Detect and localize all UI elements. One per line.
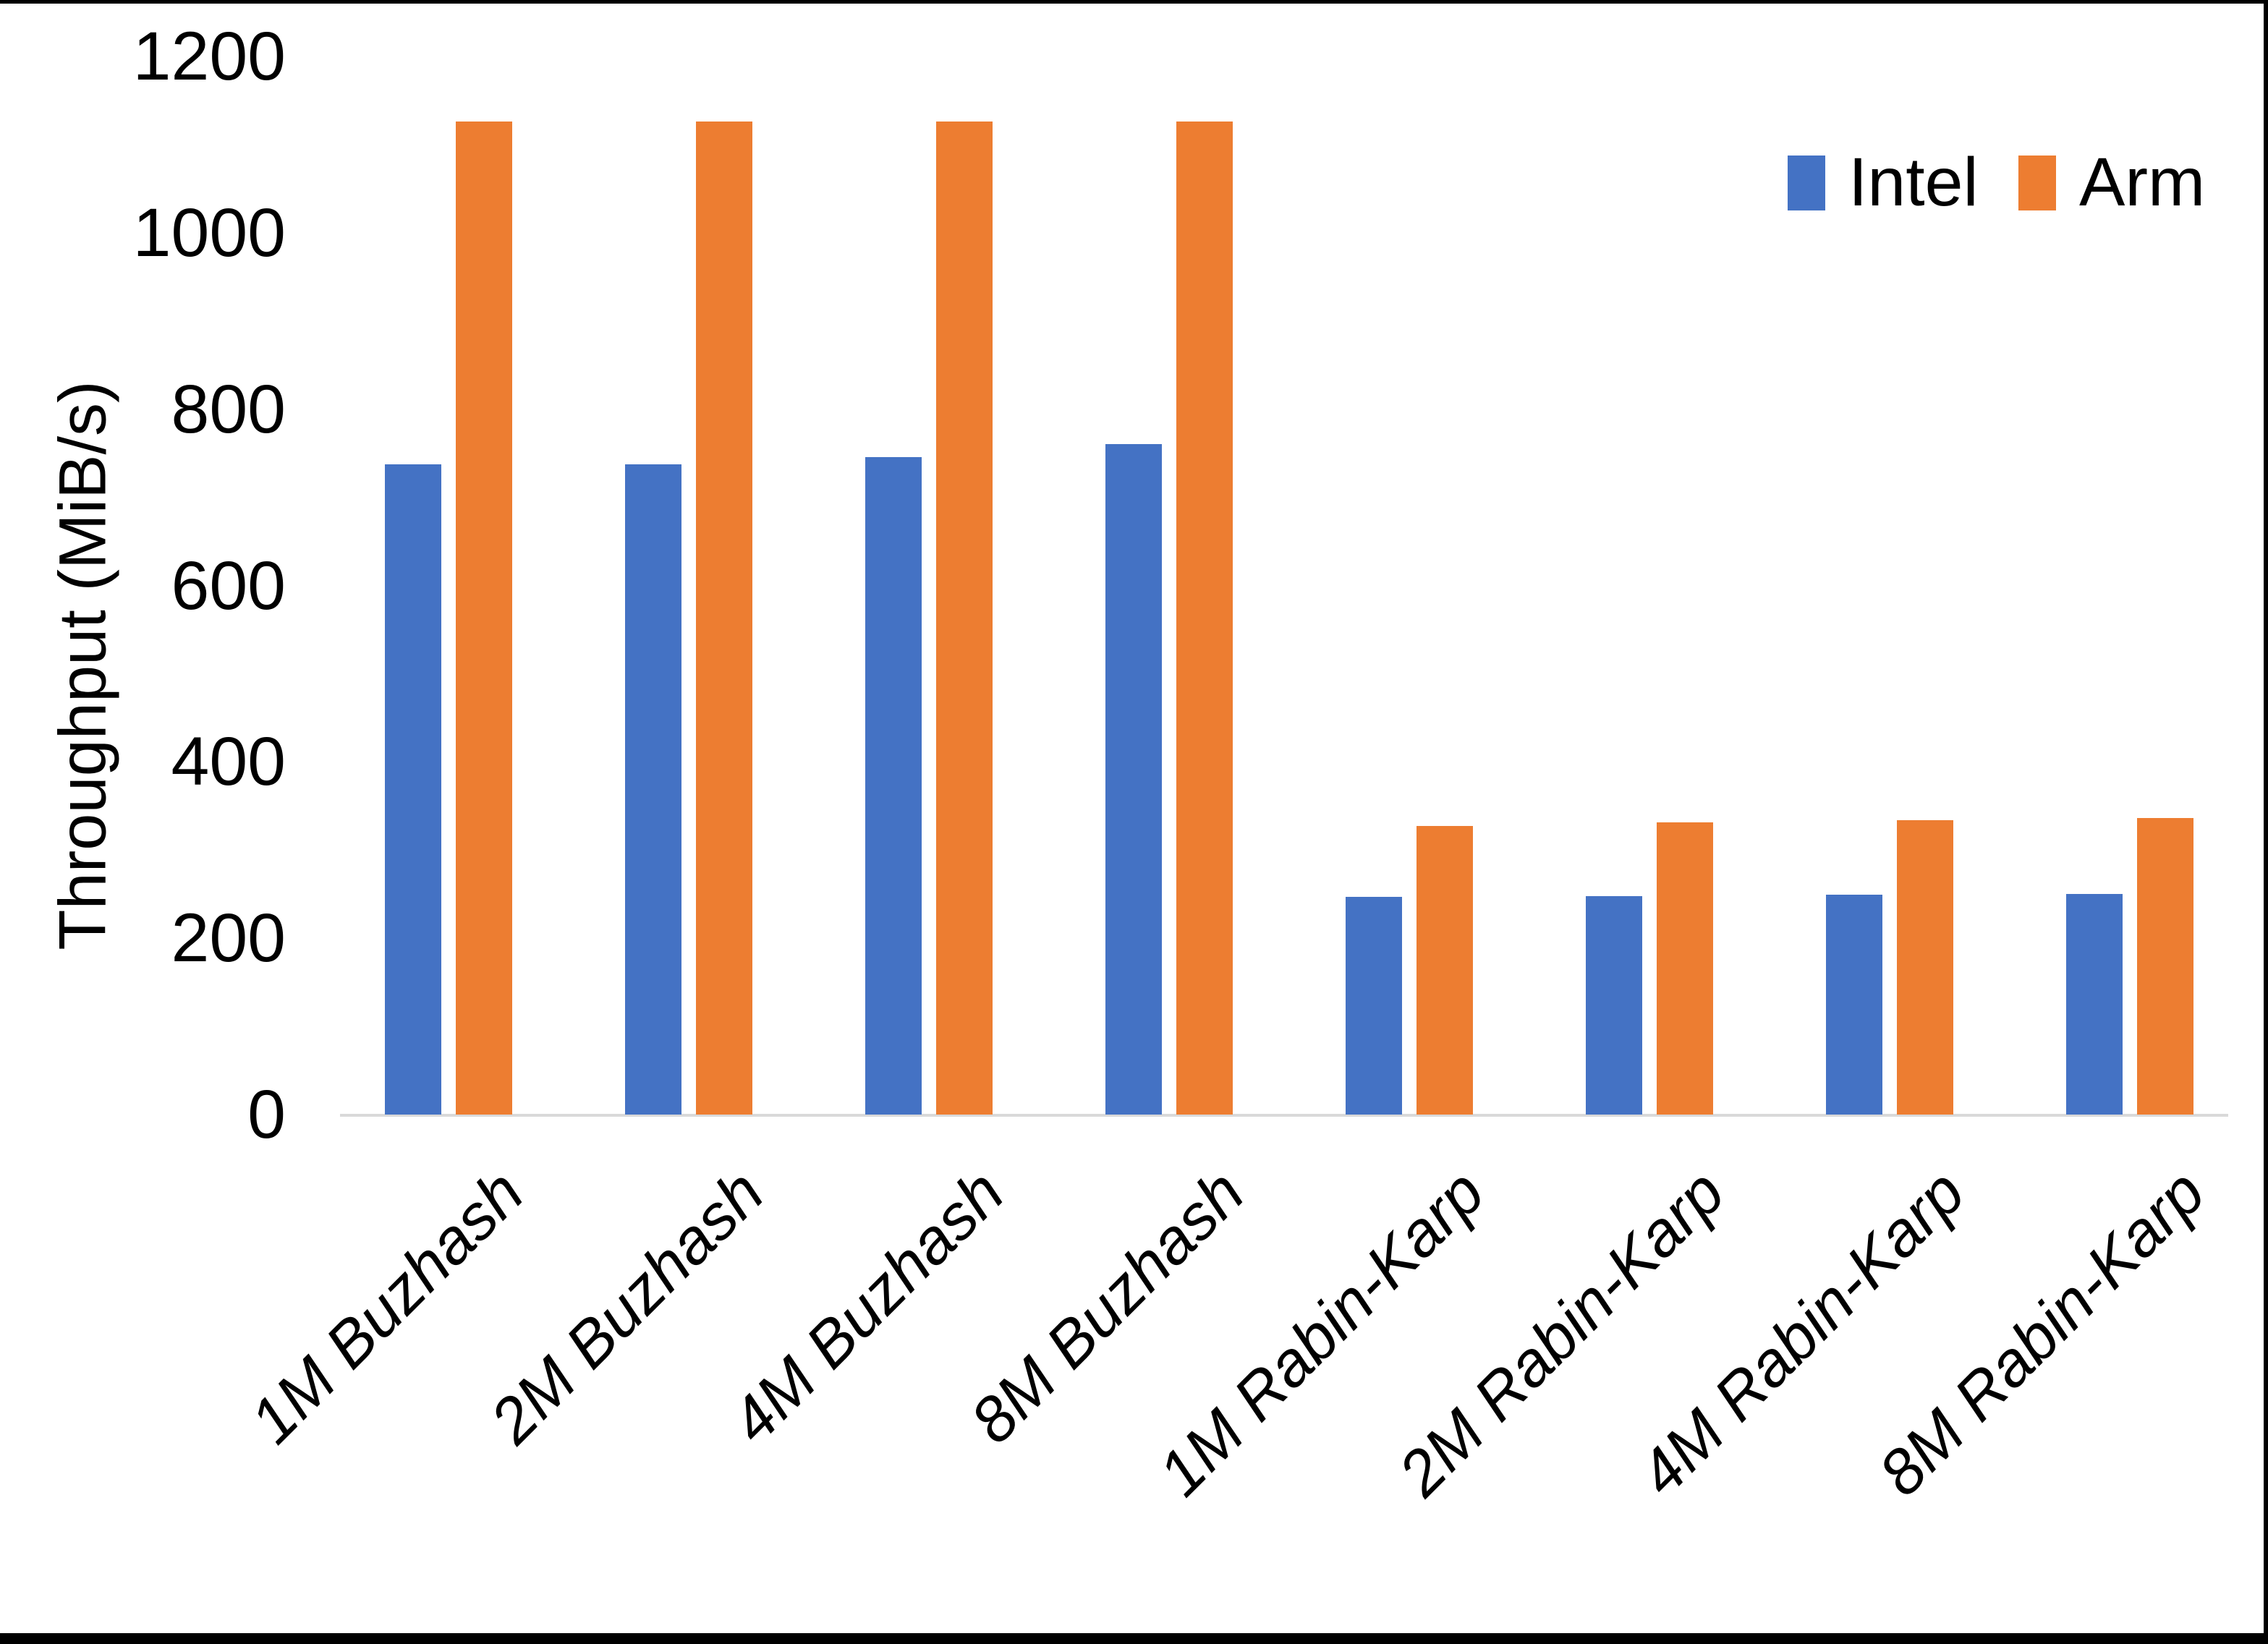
bar-arm-2m-buzhash — [696, 122, 752, 1115]
figure-border-top — [0, 0, 2268, 4]
bar-intel-2m-buzhash — [625, 464, 681, 1115]
y-tick-label: 200 — [171, 900, 286, 977]
bar-intel-8m-rabin-karp — [2066, 894, 2123, 1115]
legend-marker-arm — [2018, 155, 2056, 210]
bar-intel-4m-buzhash — [865, 456, 922, 1115]
figure-border-bottom — [0, 1633, 2268, 1644]
bar-intel-1m-buzhash — [385, 464, 441, 1115]
bar-arm-4m-buzhash — [936, 122, 993, 1115]
bar-arm-8m-rabin-karp — [2137, 818, 2193, 1115]
bar-intel-2m-rabin-karp — [1586, 895, 1642, 1115]
legend-marker-intel — [1788, 155, 1825, 210]
y-tick-label: 0 — [247, 1076, 286, 1153]
bar-intel-8m-buzhash — [1105, 444, 1162, 1115]
y-tick-label: 400 — [171, 723, 286, 801]
y-axis-title: Throughput (MiB/s) — [46, 380, 120, 950]
legend-item-arm: Arm — [2018, 148, 2205, 217]
x-axis-line — [340, 1114, 2228, 1117]
y-tick-label: 1200 — [132, 18, 286, 95]
bar-arm-2m-rabin-karp — [1657, 822, 1713, 1115]
bar-intel-1m-rabin-karp — [1346, 896, 1402, 1115]
bar-arm-4m-rabin-karp — [1897, 819, 1953, 1115]
y-tick-label: 800 — [171, 370, 286, 448]
bar-intel-4m-rabin-karp — [1826, 895, 1882, 1115]
y-tick-label: 600 — [171, 547, 286, 624]
bar-arm-1m-rabin-karp — [1417, 826, 1473, 1115]
bar-arm-8m-buzhash — [1176, 122, 1233, 1115]
bar-arm-1m-buzhash — [456, 122, 512, 1115]
legend-item-intel: Intel — [1788, 148, 1979, 217]
legend-label: Intel — [1848, 144, 1979, 221]
legend-label: Arm — [2079, 144, 2206, 221]
y-tick-label: 1000 — [132, 194, 286, 271]
figure-border-right — [2264, 0, 2268, 1644]
